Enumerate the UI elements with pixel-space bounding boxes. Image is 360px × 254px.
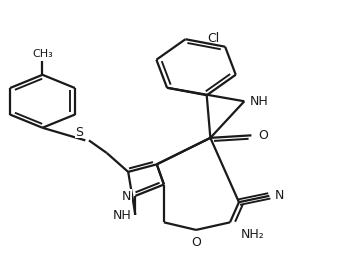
Text: NH: NH: [112, 209, 131, 221]
Text: N: N: [122, 190, 131, 202]
Text: O: O: [191, 235, 201, 248]
Text: O: O: [258, 128, 268, 141]
Text: N: N: [275, 189, 284, 202]
Text: NH: NH: [249, 94, 268, 107]
Text: CH₃: CH₃: [32, 49, 53, 59]
Text: NH₂: NH₂: [241, 228, 265, 241]
Text: S: S: [75, 125, 83, 138]
Text: Cl: Cl: [207, 32, 220, 45]
